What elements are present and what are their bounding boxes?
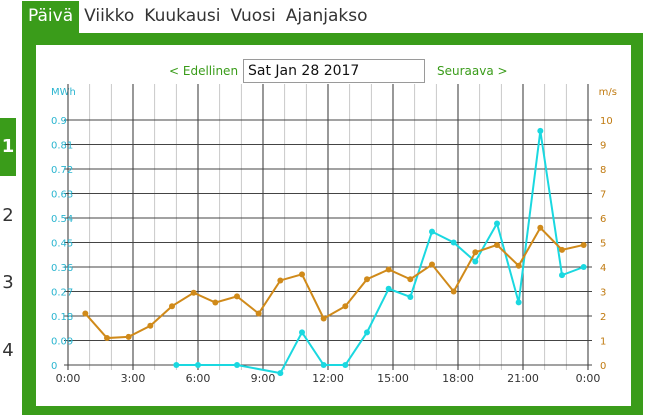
y-left-tick-label: 0.27 — [51, 288, 73, 299]
y-left-tick-label: 0.54 — [51, 214, 73, 225]
series-point-0 — [559, 272, 565, 279]
series-point-1 — [169, 303, 175, 310]
series-point-0 — [195, 362, 201, 368]
x-tick-label: 9:00 — [251, 372, 276, 385]
x-tick-label: 6:00 — [186, 372, 211, 385]
series-point-0 — [299, 329, 305, 336]
y-right-tick-label: 8 — [600, 165, 606, 176]
series-point-1 — [450, 288, 457, 295]
series-point-0 — [494, 220, 500, 227]
series-point-0 — [429, 228, 435, 235]
y-left-tick-label: 0.18 — [51, 312, 73, 323]
tab-1[interactable]: Viikko — [84, 6, 135, 26]
x-tick-label: 18:00 — [442, 372, 474, 385]
series-point-1 — [212, 299, 219, 306]
y-left-tick-label: 0.9 — [51, 116, 67, 127]
tab-4[interactable]: Ajanjakso — [285, 6, 368, 26]
series-point-1 — [385, 266, 392, 273]
series-point-1 — [537, 224, 544, 231]
y-right-tick-label: 10 — [600, 116, 613, 127]
series-point-1 — [82, 310, 89, 317]
y-right-tick-label: 7 — [600, 190, 606, 201]
y-left-tick-label: 0.72 — [51, 165, 73, 176]
y-axis-right-label: m/s — [599, 87, 617, 98]
y-left-tick-label: 0.36 — [51, 263, 73, 274]
period-tabs: Päivä Viikko Kuukausi Vuosi Ajanjakso — [22, 0, 373, 33]
x-tick-label: 12:00 — [312, 372, 344, 385]
series-point-1 — [255, 310, 262, 317]
series-point-1 — [494, 241, 500, 248]
y-left-tick-label: 0.45 — [51, 239, 73, 250]
series-point-1 — [515, 262, 522, 269]
y-left-tick-label: 0 — [51, 361, 57, 372]
series-point-0 — [277, 370, 284, 377]
series-point-0 — [173, 362, 180, 368]
series-point-1 — [320, 315, 327, 322]
series-point-0 — [472, 258, 479, 265]
next-day-link[interactable]: Seuraava > — [437, 64, 508, 78]
y-axis-left-label: MWh — [51, 87, 76, 98]
y-right-tick-label: 6 — [600, 214, 606, 225]
tab-0[interactable]: Päivä — [22, 1, 80, 33]
series-point-0 — [342, 362, 349, 368]
chart-panel — [36, 45, 631, 406]
x-tick-label: 15:00 — [377, 372, 409, 385]
series-line-0 — [176, 130, 585, 375]
series-point-1 — [472, 249, 479, 256]
series-point-0 — [320, 362, 327, 368]
series-point-1 — [277, 277, 284, 284]
page-4-button[interactable]: 4 — [2, 340, 14, 361]
x-tick-label: 0:00 — [576, 372, 601, 385]
tab-2[interactable]: Kuukausi — [144, 6, 221, 26]
y-right-tick-label: 1 — [600, 337, 606, 348]
y-right-tick-label: 2 — [600, 312, 606, 323]
series-point-0 — [364, 329, 370, 336]
series-point-1 — [125, 333, 132, 340]
series-point-1 — [147, 322, 154, 329]
series-point-0 — [385, 285, 392, 292]
series-point-0 — [234, 362, 240, 368]
series-point-1 — [364, 276, 370, 283]
y-right-tick-label: 4 — [600, 263, 606, 274]
x-tick-label: 3:00 — [121, 372, 146, 385]
previous-day-link[interactable]: < Edellinen — [169, 64, 239, 78]
page-3-button[interactable]: 3 — [2, 272, 14, 293]
series-point-1 — [429, 261, 435, 268]
series-point-0 — [515, 299, 522, 306]
y-left-tick-label: 0.09 — [51, 337, 73, 348]
series-point-0 — [407, 293, 414, 300]
page-2-button[interactable]: 2 — [2, 205, 14, 226]
date-input[interactable] — [243, 59, 425, 83]
x-tick-label: 21:00 — [507, 372, 539, 385]
series-point-1 — [580, 241, 587, 248]
x-tick-label: 0:00 — [56, 372, 81, 385]
y-left-tick-label: 0.63 — [51, 190, 73, 201]
series-point-1 — [234, 293, 240, 300]
y-right-tick-label: 3 — [600, 288, 606, 299]
tab-3[interactable]: Vuosi — [230, 6, 276, 26]
y-right-tick-label: 5 — [600, 239, 606, 250]
page-1-button[interactable]: 1 — [0, 118, 16, 176]
series-point-1 — [407, 276, 414, 283]
series-point-1 — [299, 271, 305, 278]
series-point-0 — [450, 239, 457, 246]
series-point-0 — [537, 127, 544, 134]
y-right-tick-label: 9 — [600, 141, 606, 152]
series-point-0 — [580, 264, 587, 270]
series-point-1 — [190, 289, 197, 296]
series-line-1 — [84, 226, 584, 340]
y-right-tick-label: 0 — [600, 361, 606, 372]
series-point-1 — [104, 335, 110, 342]
series-point-1 — [342, 303, 349, 310]
series-point-1 — [559, 246, 565, 253]
y-left-tick-label: 0.81 — [51, 141, 73, 152]
